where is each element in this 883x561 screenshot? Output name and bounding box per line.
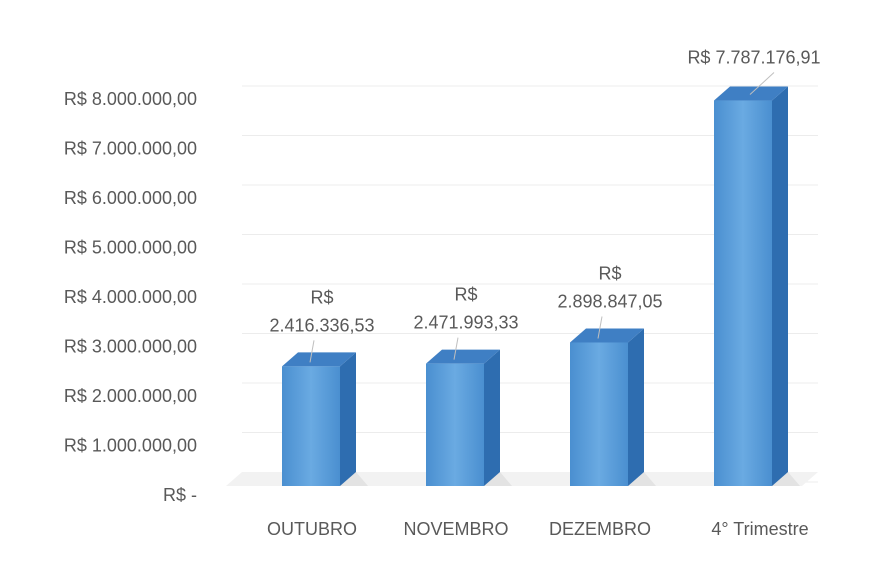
leader-line — [453, 337, 459, 360]
bar-side — [340, 352, 356, 486]
leader-line — [749, 72, 775, 95]
bar — [570, 342, 628, 486]
bar-side — [772, 86, 788, 487]
data-label: R$ 2.471.993,33 — [413, 284, 518, 332]
bar — [426, 363, 484, 486]
y-tick-label: R$ 1.000.000,00 — [64, 435, 197, 455]
leader-line — [309, 340, 315, 363]
x-tick-label: OUTUBRO — [267, 519, 357, 539]
x-tick-label: DEZEMBRO — [549, 519, 651, 539]
y-tick-label: R$ - — [163, 485, 197, 505]
bar — [282, 366, 340, 486]
y-tick-label: R$ 8.000.000,00 — [64, 89, 197, 109]
data-label: R$ 2.416.336,53 — [269, 287, 374, 335]
bar-top — [282, 352, 356, 367]
y-tick-label: R$ 3.000.000,00 — [64, 336, 197, 356]
bar-top — [570, 328, 644, 343]
bar-top — [426, 349, 500, 364]
floor — [226, 472, 818, 486]
bar — [714, 100, 772, 487]
data-label: R$ 7.787.176,91 — [687, 47, 820, 67]
y-tick-label: R$ 4.000.000,00 — [64, 287, 197, 307]
x-tick-label: NOVEMBRO — [403, 519, 508, 539]
y-tick-label: R$ 6.000.000,00 — [64, 188, 197, 208]
bar-side — [484, 349, 500, 486]
y-tick-label: R$ 7.000.000,00 — [64, 138, 197, 158]
bar-side — [628, 328, 644, 486]
leader-line — [597, 316, 603, 339]
x-tick-label: 4° Trimestre — [711, 519, 808, 539]
y-tick-label: R$ 5.000.000,00 — [64, 237, 197, 257]
y-tick-label: R$ 2.000.000,00 — [64, 386, 197, 406]
data-label: R$ 2.898.847,05 — [557, 263, 662, 311]
